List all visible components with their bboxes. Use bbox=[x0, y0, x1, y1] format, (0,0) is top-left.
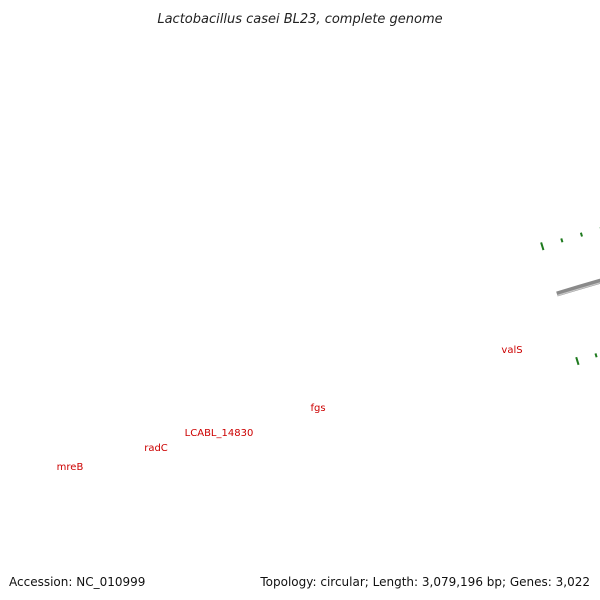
radC-label: radC bbox=[144, 443, 168, 454]
outer-tick bbox=[560, 238, 564, 243]
LCABL_14830-label: LCABL_14830 bbox=[185, 428, 254, 439]
inner-tick bbox=[575, 356, 580, 366]
mreB-label: mreB bbox=[57, 462, 84, 473]
map-title: Lactobacillus casei BL23, complete genom… bbox=[157, 12, 442, 27]
inner-tick bbox=[594, 353, 598, 358]
fgs-label: fgs bbox=[310, 403, 325, 414]
outer-tick bbox=[579, 232, 583, 237]
gene-labels: valS fgs LCABL_14830 radC mreB bbox=[57, 345, 523, 473]
genome-summary-text: Topology: circular; Length: 3,079,196 bp… bbox=[259, 575, 590, 589]
valS-label: valS bbox=[501, 345, 522, 356]
genome-backbone bbox=[556, 278, 600, 297]
outer-tick bbox=[540, 242, 545, 251]
accession-text: Accession: NC_010999 bbox=[9, 575, 145, 589]
scale-ticks bbox=[540, 227, 600, 366]
